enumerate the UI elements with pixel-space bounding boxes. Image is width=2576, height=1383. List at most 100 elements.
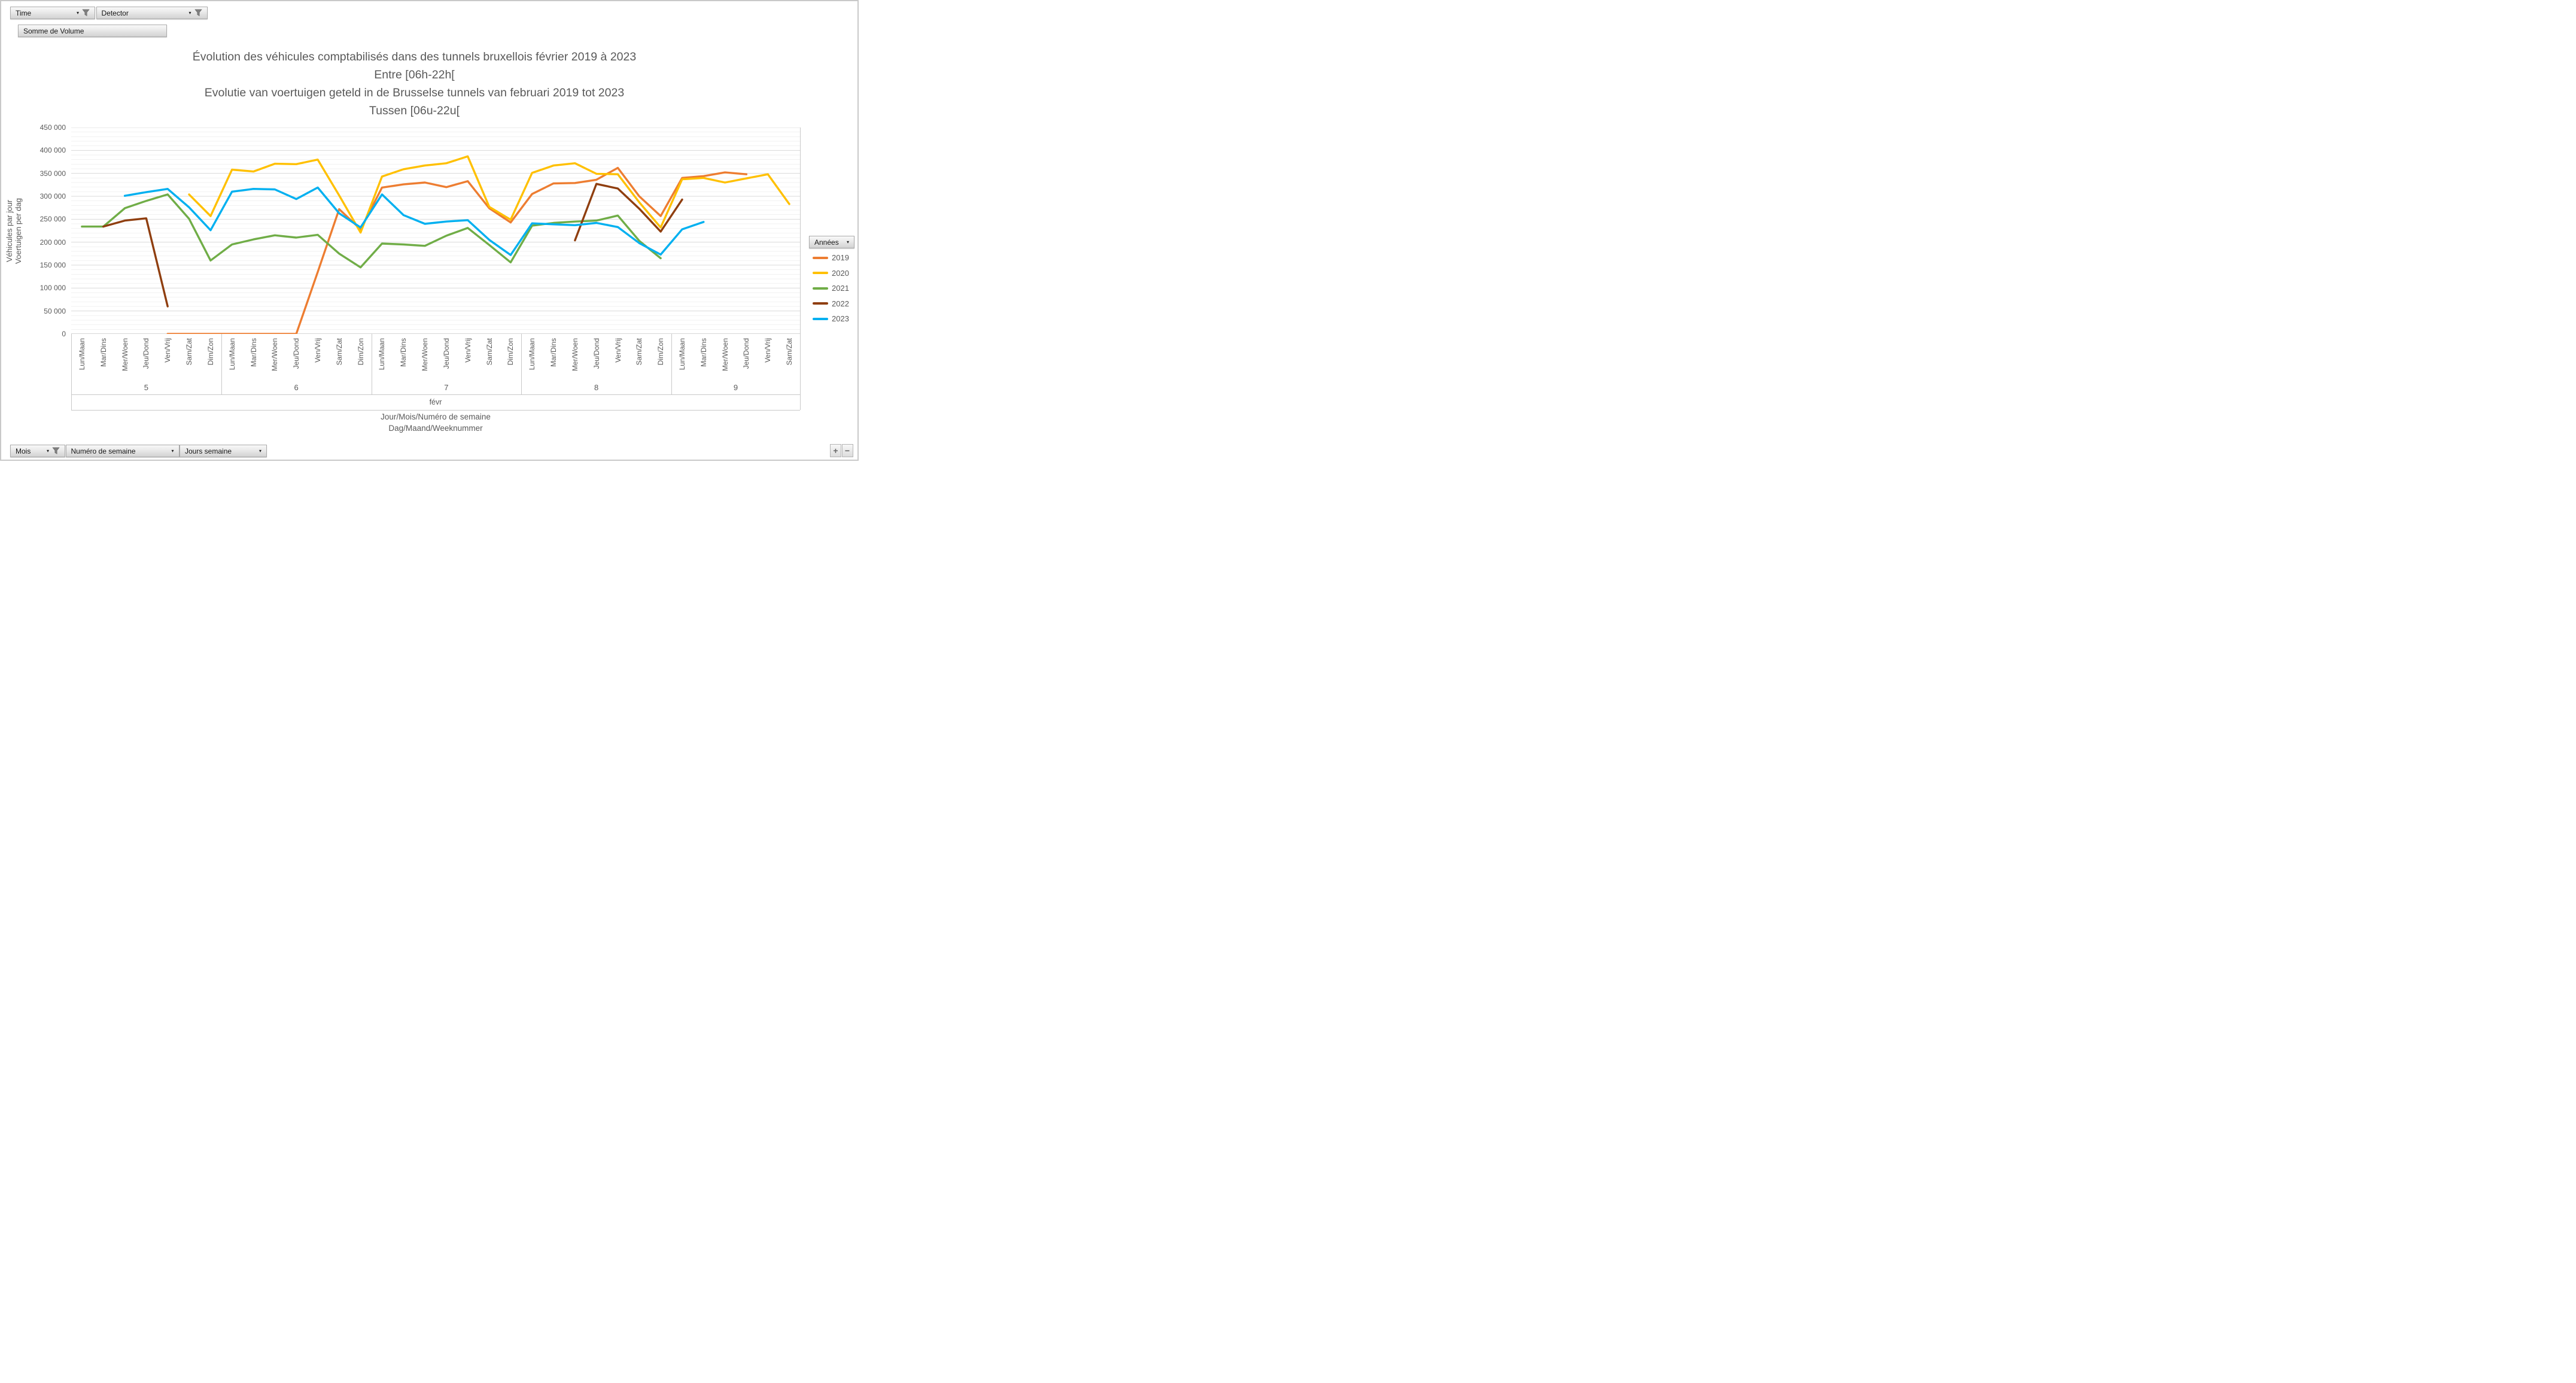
y-tick-label: 200 000	[39, 238, 66, 247]
x-day-label: Mer/Woen	[421, 338, 430, 372]
chevron-down-icon: ▾	[46, 448, 49, 454]
week-number-label: 9	[733, 383, 738, 392]
axis-separator	[71, 394, 800, 395]
legend-year-label: 2022	[832, 299, 849, 308]
x-day-label: Jeu/Dond	[292, 338, 301, 369]
chart-title-line-2: Entre [06h-22h[	[374, 68, 455, 81]
filter-icon	[52, 447, 60, 455]
detector-filter-label: Detector	[101, 8, 129, 17]
x-day-label: Mer/Woen	[120, 338, 129, 372]
x-day-label: Jeu/Dond	[142, 338, 151, 369]
x-day-label: Jeu/Dond	[592, 338, 601, 369]
y-tick-label: 450 000	[39, 123, 66, 132]
x-day-label: Mar/Dins	[549, 338, 558, 367]
chevron-down-icon: ▾	[846, 239, 849, 245]
legend-item-2019: 2019	[813, 253, 849, 262]
chart-title: Évolution des véhicules comptabilisés da…	[37, 48, 792, 120]
annees-legend-button[interactable]: Années ▾	[809, 236, 854, 248]
chevron-down-icon: ▾	[188, 10, 191, 16]
somme-de-volume-button[interactable]: Somme de Volume	[18, 25, 167, 37]
series-line-2022	[102, 217, 169, 308]
legend-line-swatch	[813, 287, 828, 290]
line-chart	[71, 127, 800, 335]
x-day-label: Sam/Zat	[185, 338, 194, 366]
jours-semaine-label: Jours semaine	[185, 446, 232, 455]
collapse-field-button[interactable]: −	[841, 444, 853, 457]
y-axis-title: Véhicules par jour Voertuigen per dag	[1, 127, 28, 334]
axis-separator	[221, 334, 222, 394]
week-number-label: 6	[294, 383, 299, 392]
numero-de-semaine-button[interactable]: Numéro de semaine ▾	[65, 445, 180, 457]
series-line-2022	[574, 183, 683, 242]
x-day-label: Mer/Woen	[570, 338, 579, 372]
x-day-label: Dim/Zon	[656, 338, 665, 366]
x-day-label: Lun/Maan	[378, 338, 387, 370]
expand-field-button[interactable]: +	[830, 444, 841, 457]
legend-line-swatch	[813, 302, 828, 305]
legend-item-2021: 2021	[813, 284, 849, 293]
x-day-label: Lun/Maan	[77, 338, 86, 370]
axis-separator	[671, 334, 673, 394]
x-day-label: Ven/Vrij	[163, 338, 172, 363]
annees-legend-label: Années	[814, 238, 839, 247]
week-number-label: 8	[594, 383, 599, 392]
series-line-2021	[81, 193, 662, 269]
filter-icon	[82, 9, 90, 17]
chevron-down-icon: ▾	[171, 448, 174, 454]
x-day-label: Ven/Vrij	[313, 338, 322, 363]
chart-title-line-3: Evolutie van voertuigen geteld in de Bru…	[204, 86, 625, 99]
mois-filter-button[interactable]: Mois ▾	[10, 445, 65, 457]
x-axis-title-fr: Jour/Mois/Numéro de semaine	[381, 412, 491, 421]
mois-filter-label: Mois	[16, 446, 31, 455]
y-tick-label: 350 000	[39, 169, 66, 178]
filter-icon	[194, 9, 202, 17]
x-day-label: Ven/Vrij	[764, 338, 773, 363]
x-day-label: Dim/Zon	[356, 338, 365, 366]
x-axis-title-nl: Dag/Maand/Weeknummer	[388, 424, 483, 433]
plot-right-border	[800, 127, 801, 334]
y-tick-label: 300 000	[39, 192, 66, 200]
x-day-label: Lun/Maan	[677, 338, 686, 370]
x-day-label: Dim/Zon	[506, 338, 515, 366]
plot-area	[71, 127, 800, 335]
pivot-chart-canvas: Time ▾ Detector ▾ Somme de Volume Évolut…	[0, 0, 859, 461]
detector-filter-button[interactable]: Detector ▾	[96, 7, 208, 19]
series-line-2023	[123, 186, 705, 256]
x-day-label: Mar/Dins	[699, 338, 708, 367]
chevron-down-icon: ▾	[258, 448, 261, 454]
axis-separator	[800, 334, 801, 394]
axis-separator	[71, 394, 72, 410]
legend-line-swatch	[813, 256, 828, 259]
y-tick-label: 100 000	[39, 284, 66, 293]
x-day-label: Mar/Dins	[99, 338, 108, 367]
legend-year-label: 2021	[832, 284, 849, 293]
jours-semaine-button[interactable]: Jours semaine ▾	[180, 445, 267, 457]
x-day-label: Mer/Woen	[720, 338, 729, 372]
legend-item-2020: 2020	[813, 269, 849, 278]
x-day-label: Ven/Vrij	[463, 338, 472, 363]
chart-title-line-1: Évolution des véhicules comptabilisés da…	[192, 50, 637, 63]
series-line-2020	[188, 155, 790, 234]
axis-separator	[521, 334, 522, 394]
legend-line-swatch	[813, 317, 828, 320]
chart-title-line-4: Tussen [06u-22u[	[369, 104, 460, 117]
time-filter-label: Time	[16, 8, 32, 17]
chevron-down-icon: ▾	[76, 10, 79, 16]
week-number-label: 7	[444, 383, 449, 392]
numero-de-semaine-label: Numéro de semaine	[71, 446, 136, 455]
y-tick-label: 0	[62, 330, 66, 338]
somme-de-volume-label: Somme de Volume	[23, 26, 84, 35]
legend-year-label: 2020	[832, 268, 849, 278]
axis-separator	[71, 410, 800, 411]
x-day-label: Lun/Maan	[227, 338, 236, 370]
x-day-label: Sam/Zat	[485, 338, 494, 366]
axis-separator	[71, 334, 72, 394]
x-day-label: Jeu/Dond	[742, 338, 751, 369]
legend-line-swatch	[813, 272, 828, 274]
x-day-label: Dim/Zon	[206, 338, 215, 366]
time-filter-button[interactable]: Time ▾	[10, 7, 95, 19]
legend-item-2023: 2023	[813, 314, 849, 323]
x-day-label: Mar/Dins	[249, 338, 258, 367]
x-day-label: Sam/Zat	[785, 338, 794, 366]
y-tick-label: 50 000	[44, 306, 66, 315]
